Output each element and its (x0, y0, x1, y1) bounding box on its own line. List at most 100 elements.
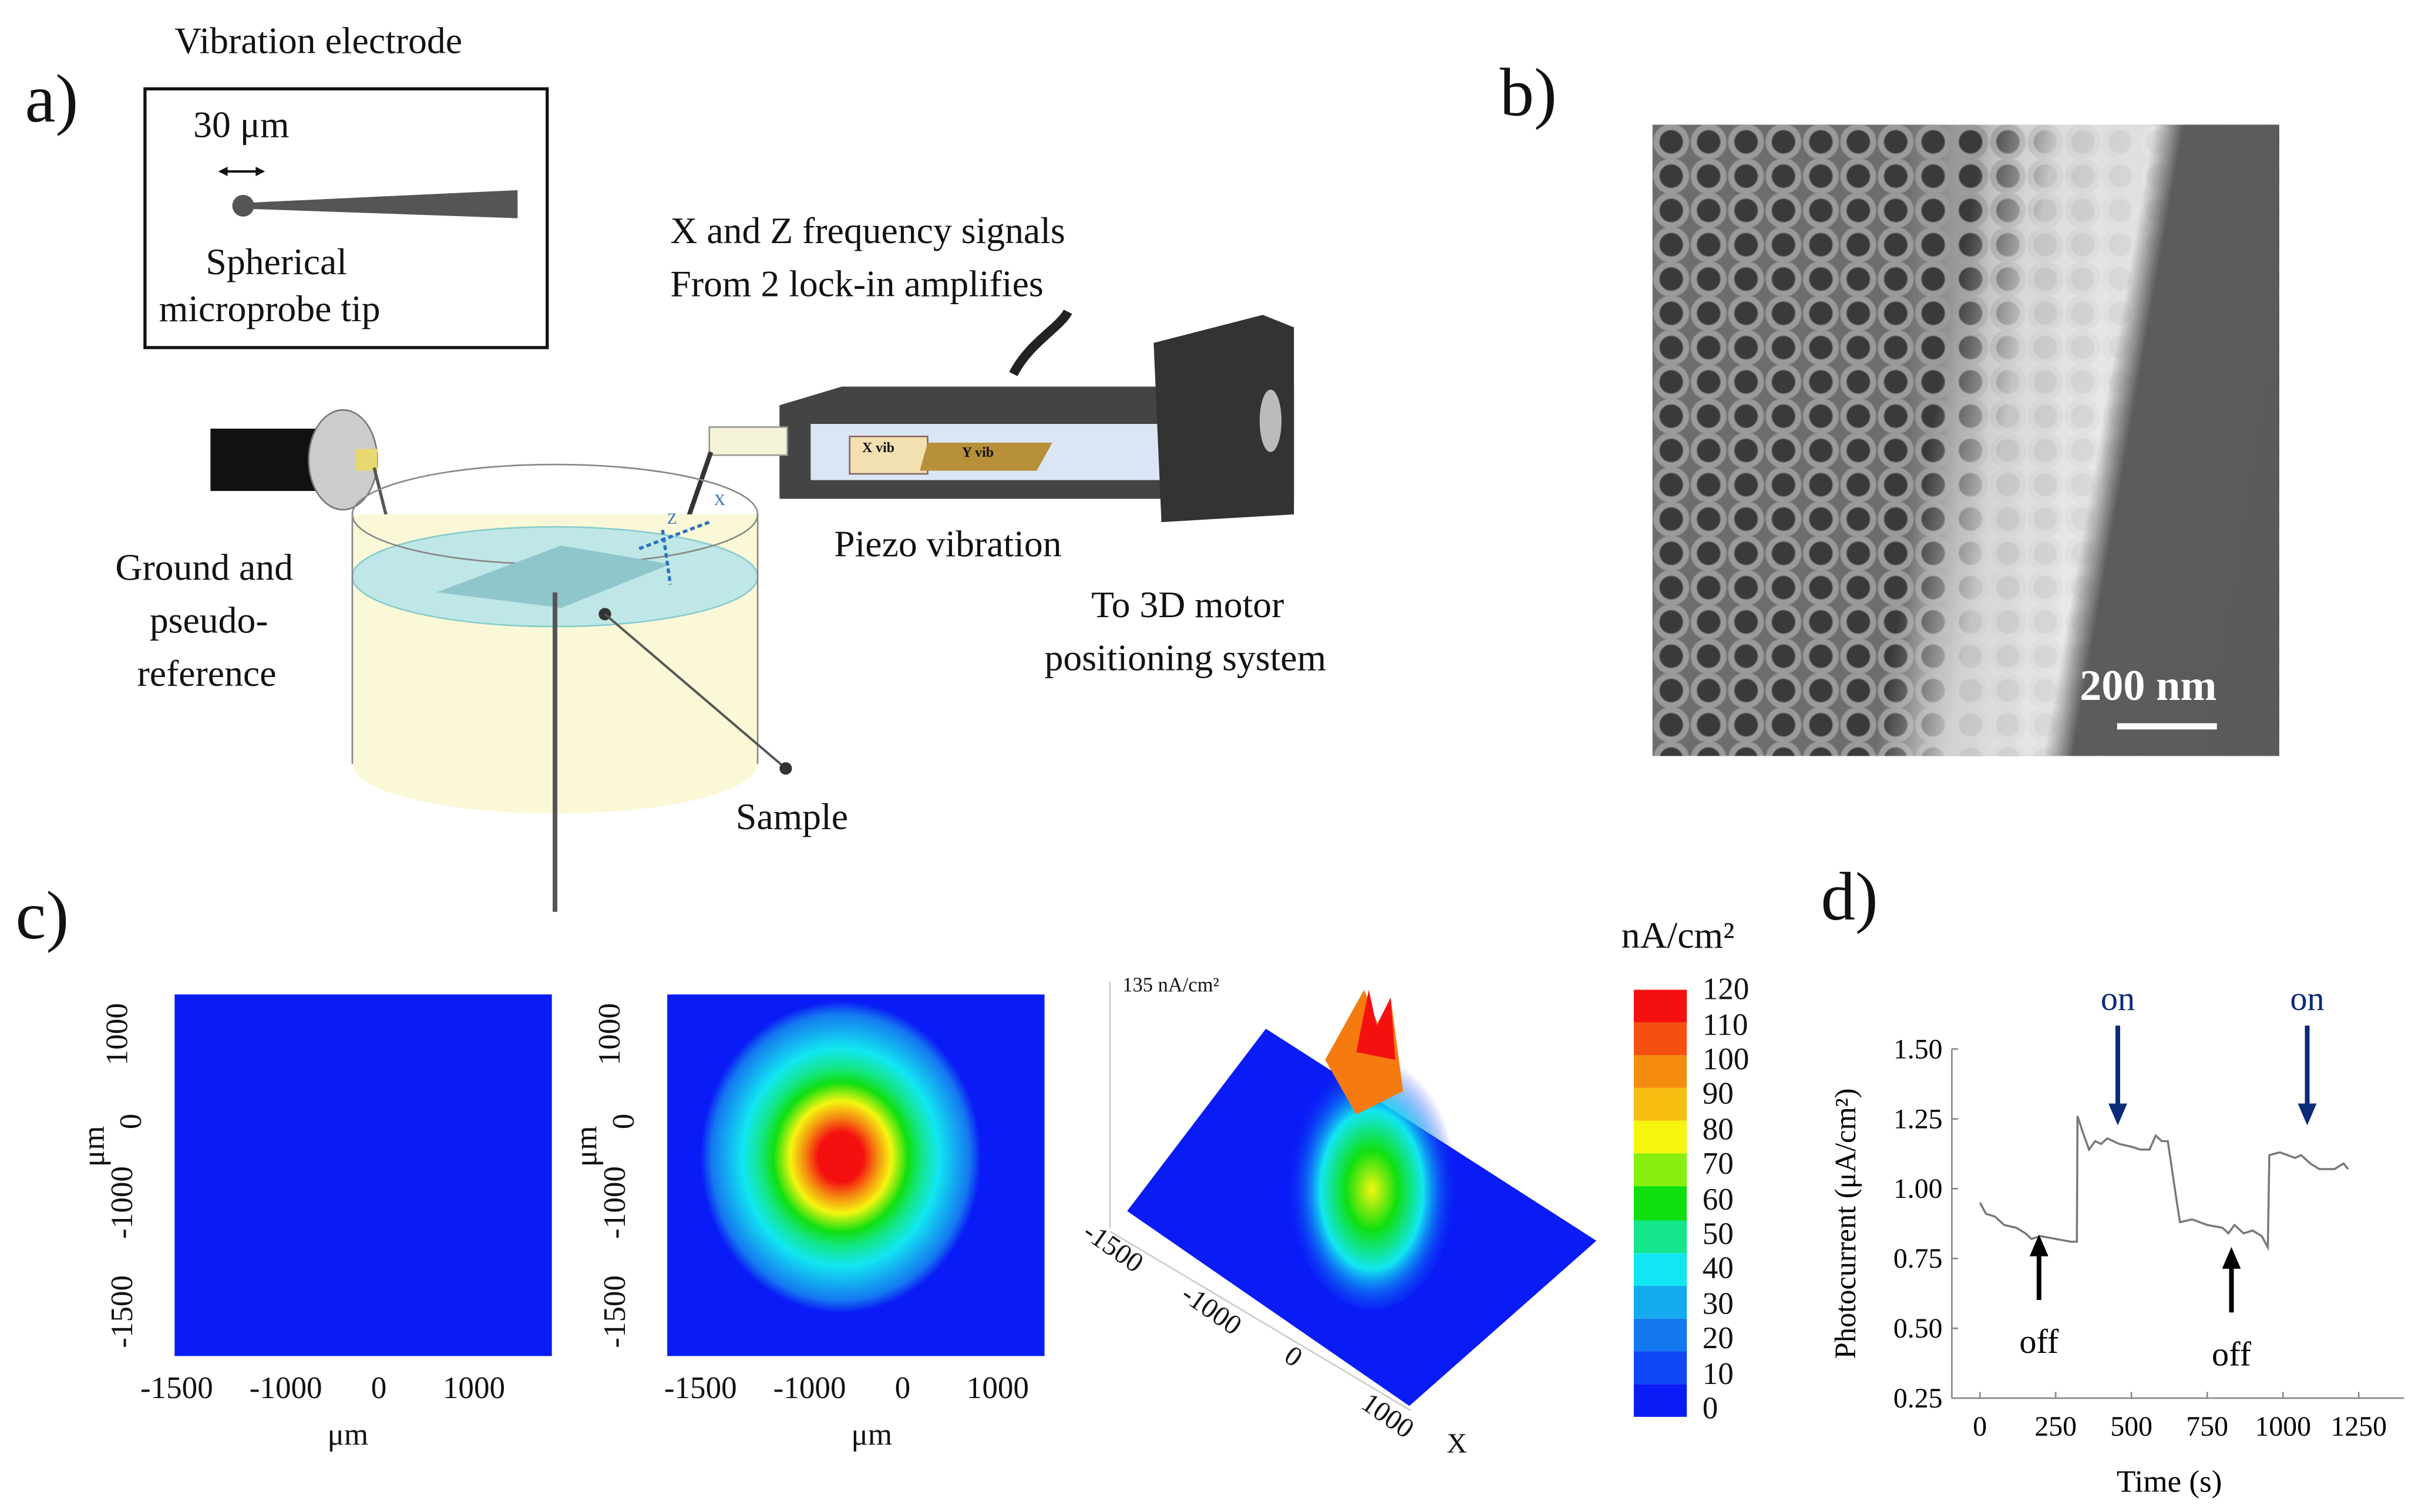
colorbar-tick: 110 (1702, 1008, 1748, 1042)
x-tick-label: 500 (2110, 1411, 2152, 1442)
photocurrent-chart: 0 250 500 750 1000 1250 1.50 1.25 1.00 0.75 0.50 0.… (1829, 979, 2404, 1498)
map2-xtick-1: -1000 (773, 1371, 846, 1406)
scale-bar (2117, 723, 2217, 730)
on-arrowhead (2108, 1103, 2127, 1126)
y-tick-label: 1.50 (1893, 1033, 1943, 1065)
electrode-drawing (218, 167, 518, 218)
signals-label-1: X and Z frequency signals (670, 212, 1065, 253)
map2-xtick-0: -1500 (664, 1371, 737, 1406)
colorbar-tick: 50 (1702, 1217, 1734, 1252)
map1-xtick-2: 0 (371, 1371, 387, 1406)
on-arrowhead (2298, 1103, 2317, 1126)
axis-z-label: Z (667, 511, 677, 528)
map2-ytick-2: -1000 (598, 1166, 633, 1239)
map1-ylabel: μm (77, 1126, 112, 1167)
colorbar-band (1633, 1121, 1687, 1154)
motor-label-1: To 3D motor (1091, 586, 1284, 627)
colorbar-tick: 70 (1702, 1147, 1734, 1182)
colorbar-tick: 0 (1702, 1392, 1718, 1426)
piezo-label: Piezo vibration (834, 525, 1062, 566)
off-label: off (2019, 1322, 2059, 1361)
panel-a-letter: a) (25, 60, 79, 137)
panel-c-letter: c) (15, 877, 69, 954)
map2-xlabel: μm (851, 1418, 893, 1453)
ground-label-3: reference (137, 654, 277, 695)
colorbar-tick: 20 (1702, 1322, 1734, 1356)
sem-image: 200 nm (1652, 124, 2279, 756)
photocurrent-line (1979, 1116, 2349, 1251)
colorbar (1633, 989, 1687, 1417)
axis-x-label: X (714, 492, 725, 510)
map2-ytick-1: 0 (607, 1113, 642, 1130)
colorbar-band (1633, 1022, 1687, 1056)
y-axis-label: Photocurrent (μA/cm²) (1829, 1088, 1862, 1359)
y-tick-label: 1.00 (1893, 1173, 1943, 1204)
map2-xtick-2: 0 (894, 1371, 911, 1406)
colorbar-band (1633, 1187, 1687, 1220)
colorbar-band (1633, 1154, 1687, 1187)
signals-label-2: From 2 lock-in amplifies (670, 265, 1044, 306)
sample-label: Sample (735, 798, 849, 839)
map1-xlabel: μm (327, 1418, 369, 1453)
off-label: off (2212, 1335, 2252, 1373)
colorbar-band (1633, 989, 1687, 1023)
electrode-inset: 30 μm Spherical microprobe tip (143, 87, 549, 349)
map2-ytick-0: 1000 (593, 1003, 628, 1066)
motor-label-2: positioning system (1044, 639, 1327, 680)
colorbar-band (1633, 1252, 1687, 1286)
inset-scale: 30 μm (193, 106, 290, 147)
x-vib-label: X vib (862, 439, 895, 456)
y-tick-label: 0.75 (1893, 1243, 1943, 1274)
colorbar-tick: 10 (1702, 1356, 1734, 1392)
surface-axis-x: X (1447, 1427, 1467, 1459)
panel-b-letter: b) (1499, 54, 1557, 131)
map2-xtick-3: 1000 (966, 1371, 1029, 1406)
scanning-setup-schematic (210, 309, 1294, 912)
map2-ylabel: μm (570, 1126, 604, 1167)
inset-title: Vibration electrode (174, 22, 463, 63)
colorbar-tick: 30 (1702, 1287, 1734, 1322)
map1-xtick-0: -1500 (140, 1371, 213, 1406)
colorbar-tick: 80 (1702, 1112, 1734, 1147)
colorbar-band (1633, 1220, 1687, 1253)
map1-xtick-1: -1000 (249, 1371, 322, 1406)
on-label: on (2290, 979, 2324, 1018)
colorbar-tick: 100 (1702, 1042, 1750, 1077)
x-tick-label: 1000 (2255, 1411, 2311, 1442)
x-axis-label: Time (s) (2117, 1464, 2222, 1498)
x-tick-label: 0 (1973, 1411, 1987, 1442)
colorbar-tick: 40 (1702, 1252, 1734, 1287)
colorbar-tick: 60 (1702, 1182, 1734, 1217)
ground-label-2: pseudo- (149, 601, 268, 642)
colorbar-tick: 90 (1702, 1077, 1734, 1112)
colorbar-title: nA/cm² (1621, 916, 1735, 957)
colorbar-band (1633, 1088, 1687, 1122)
y-tick-label: 1.25 (1893, 1103, 1943, 1134)
y-tick-label: 0.25 (1893, 1383, 1943, 1414)
y-vib-label: Y vib (961, 444, 994, 460)
map1-xtick-3: 1000 (442, 1371, 506, 1406)
x-tick-label: 750 (2186, 1411, 2228, 1442)
surface-max-label: 135 nA/cm² (1122, 972, 1219, 996)
panel-d-letter: d) (1821, 858, 1878, 935)
off-arrowhead (2222, 1247, 2241, 1269)
colorbar-band (1633, 1351, 1687, 1384)
on-label: on (2101, 979, 2135, 1018)
inset-tip-label-2: microprobe tip (159, 289, 381, 331)
map1-ytick-0: 1000 (100, 1003, 135, 1066)
map-dark (174, 994, 552, 1356)
x-tick-label: 250 (2034, 1411, 2077, 1442)
map2-ytick-3: -1500 (598, 1275, 633, 1348)
map-illuminated (667, 994, 1045, 1356)
scale-bar-label: 200 nm (2080, 662, 2217, 711)
map1-ytick-3: -1500 (106, 1275, 140, 1348)
y-tick-label: 0.50 (1893, 1313, 1943, 1344)
colorbar-tick: 120 (1702, 972, 1750, 1008)
colorbar-band (1633, 1285, 1687, 1319)
colorbar-band (1633, 1318, 1687, 1352)
x-tick-label: 1250 (2330, 1411, 2387, 1442)
off-arrowhead (2029, 1234, 2048, 1257)
inset-tip-label-1: Spherical (206, 243, 347, 284)
colorbar-band (1633, 1055, 1687, 1089)
